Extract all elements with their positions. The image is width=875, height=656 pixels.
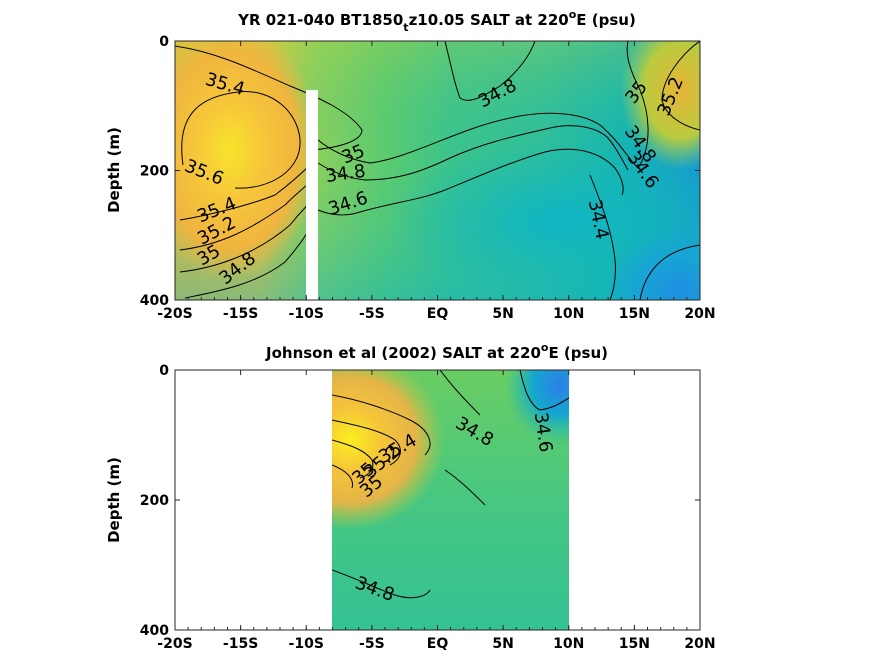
- chart-2-salinity-maximum: [332, 370, 445, 530]
- chart-1-x-tick-label: 5N: [492, 306, 513, 322]
- chart-2-x-tick-label: EQ: [427, 636, 449, 652]
- chart-1-contour-34-6-mid: [317, 148, 624, 216]
- chart-1-x-tick-label: -10S: [289, 306, 324, 322]
- chart-2-x-tick-label: 15N: [619, 636, 650, 652]
- chart-1-contour-34-4-east: [639, 244, 700, 300]
- chart-2-contour-35-2: [332, 419, 401, 466]
- chart-2-y-axis: 0 200 400: [140, 363, 700, 639]
- chart-2-y-tick-label: 200: [140, 493, 169, 509]
- chart-1-contour-35-2-east: [661, 41, 700, 131]
- chart-1-x-tick-label: -15S: [223, 306, 258, 322]
- chart-2-contour-34-8-upper: [439, 370, 481, 416]
- chart-1-contour-34-8-mid: [317, 125, 629, 181]
- chart-2-x-axis: -20S -15S -10S -5S EQ 5N 10N 15N 20N: [157, 370, 716, 652]
- chart-1-x-tick-label: 10N: [553, 306, 584, 322]
- chart-1-contour-34-8-top: [444, 41, 536, 101]
- chart-1-fresh-minimum: [605, 230, 700, 300]
- chart-2-x-tick-label: 20N: [684, 636, 715, 652]
- chart-1-missing-data-gap: [306, 90, 318, 300]
- chart-2-y-axis-label: Depth (m): [105, 457, 123, 543]
- chart-1-contours: [175, 41, 700, 300]
- chart-1-title: YR 021-040 BT1850tz10.05 SALT at 220oE (…: [237, 8, 636, 34]
- chart-2-x-tick-label: 10N: [553, 636, 584, 652]
- chart-1-salinity-maximum: [175, 41, 320, 280]
- chart-1-x-tick-label: -20S: [157, 306, 192, 322]
- chart-1-x-tick-label: -5S: [359, 306, 385, 322]
- chart-2-x-tick-label: 5N: [492, 636, 513, 652]
- chart-1-contour-35-6: [181, 91, 301, 189]
- chart-1-northeast-high: [620, 41, 700, 170]
- chart-2-x-tick-label: -15S: [223, 636, 258, 652]
- chart-1-contour-35-mid: [317, 41, 649, 169]
- chart-2-contours: [332, 370, 569, 599]
- chart-2-x-tick-label: -10S: [289, 636, 324, 652]
- chart-1-y-tick-label: 200: [140, 164, 169, 180]
- chart-2-contour-35: [332, 439, 374, 479]
- chart-2-y-tick-label: 0: [159, 363, 169, 379]
- chart-2-contour-35-4: [332, 394, 431, 456]
- chart-1-contour-35-4-lower: [179, 162, 313, 221]
- chart-2-x-tick-label: -20S: [157, 636, 192, 652]
- chart-2-title: Johnson et al (2002) SALT at 220oE (psu): [265, 341, 608, 362]
- chart-1-contour-34-4: [589, 174, 616, 300]
- chart-2-x-tick-label: -5S: [359, 636, 385, 652]
- chart-2-fresh-minimum: [505, 370, 569, 445]
- chart-1-y-tick-label: 400: [140, 293, 169, 309]
- chart-1-y-tick-label: 0: [159, 34, 169, 50]
- chart-1-x-tick-label: EQ: [427, 306, 449, 322]
- chart-2-contour-35-lower: [332, 464, 354, 489]
- chart-2-contour-34-6: [519, 370, 569, 411]
- chart-1-y-axis: 0 200 400: [140, 34, 700, 309]
- chart-1-y-axis-label: Depth (m): [105, 127, 123, 213]
- chart-1-x-tick-label: 20N: [684, 306, 715, 322]
- chart-2-y-tick-label: 400: [140, 623, 169, 639]
- chart-2-contour-34-8-deep: [332, 569, 431, 599]
- chart-1-x-axis: -20S -15S -10S -5S EQ 5N 10N 15N 20N: [157, 41, 716, 322]
- chart-2-contour-34-8-mid: [444, 469, 486, 506]
- chart-1-x-tick-label: 15N: [619, 306, 650, 322]
